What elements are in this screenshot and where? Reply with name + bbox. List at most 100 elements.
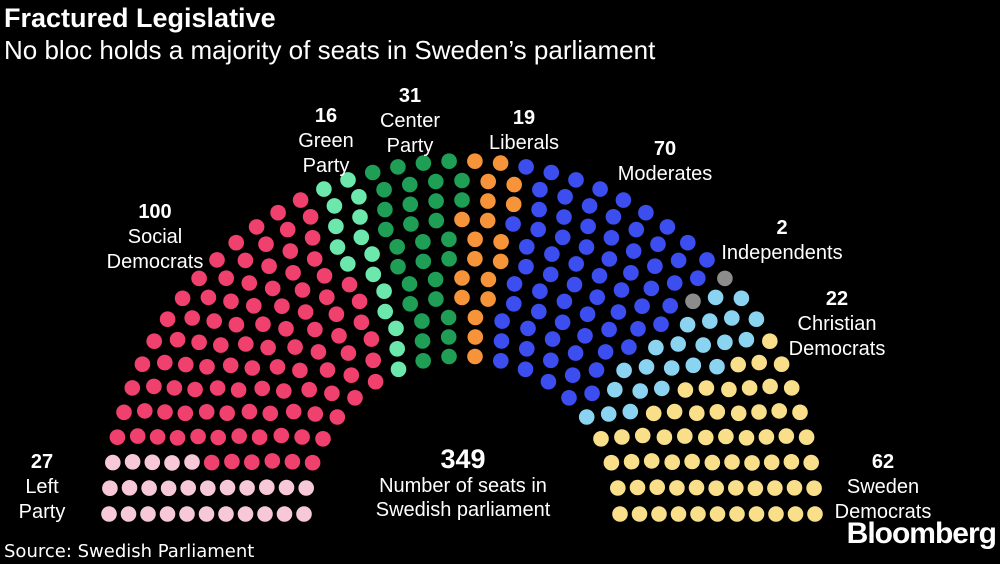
seat-sweden-democrats [603, 454, 620, 471]
seat-liberals [467, 348, 483, 365]
party-label-green-party: 16 Green Party [286, 104, 366, 179]
seat-center-party [402, 296, 419, 312]
seat-sweden-democrats [786, 480, 803, 496]
seat-moderates [542, 266, 559, 283]
party-label-center-party: 31 Center Party [365, 84, 455, 159]
seat-center-party [441, 231, 457, 248]
party-name-line: Party [386, 135, 434, 157]
seat-center-party [415, 155, 432, 171]
seat-social-democrats [241, 403, 258, 420]
seat-left-party [101, 506, 117, 522]
seat-left-party [219, 479, 236, 496]
seat-social-democrats [238, 336, 254, 352]
seat-social-democrats [198, 404, 215, 420]
seat-moderates [690, 270, 706, 287]
seat-social-democrats [279, 221, 296, 238]
seat-moderates [630, 321, 646, 337]
seat-moderates [567, 345, 584, 361]
seat-sweden-democrats [651, 506, 667, 522]
seat-moderates [579, 306, 596, 323]
seat-social-democrats [261, 258, 277, 275]
seat-social-democrats [178, 356, 194, 373]
seat-christian-democrats [702, 313, 718, 329]
seat-green-party [340, 256, 356, 272]
seat-center-party [441, 153, 457, 169]
seat-sweden-democrats [709, 404, 726, 420]
seat-sweden-democrats [758, 429, 775, 445]
seat-center-party [415, 253, 432, 270]
party-seats-sweden-democrats: 62 [871, 451, 895, 473]
seat-green-party [376, 283, 392, 300]
seat-left-party [259, 479, 275, 496]
seat-left-party [179, 506, 195, 522]
seat-green-party [388, 320, 404, 337]
seat-independents [717, 270, 733, 287]
seat-moderates [544, 331, 561, 347]
seat-liberals [480, 291, 496, 307]
seat-christian-democrats [685, 357, 702, 374]
seat-social-democrats [244, 454, 260, 471]
seat-sweden-democrats [649, 479, 665, 496]
seat-sweden-democrats [612, 506, 628, 522]
seat-social-democrats [278, 321, 294, 337]
party-name-line: Left [25, 476, 59, 498]
seat-liberals [467, 231, 483, 248]
seat-social-democrats [304, 230, 321, 246]
seat-social-democrats [213, 337, 229, 353]
seat-moderates [699, 252, 715, 268]
seat-social-democrats [310, 344, 327, 360]
seat-social-democrats [231, 428, 247, 444]
seat-sweden-democrats [623, 453, 640, 470]
seat-sweden-democrats [783, 380, 800, 396]
seat-liberals [467, 250, 483, 267]
seat-sweden-democrats [698, 429, 714, 446]
seat-social-democrats [282, 243, 299, 259]
seat-moderates [580, 218, 596, 235]
seat-social-democrats [363, 331, 380, 347]
seat-social-democrats [191, 334, 207, 351]
seat-sweden-democrats [768, 506, 784, 522]
seat-social-democrats [284, 453, 301, 470]
seat-sweden-democrats [666, 403, 683, 420]
seat-social-democrats [301, 381, 318, 398]
seat-moderates [601, 321, 617, 338]
seat-liberals [493, 234, 509, 250]
party-label-liberals: 19 Liberals [476, 106, 572, 156]
seat-moderates [543, 352, 559, 369]
seat-moderates [666, 275, 683, 291]
source-note: Source: Swedish Parliament [4, 541, 255, 562]
seat-christian-democrats [709, 358, 725, 375]
seat-left-party [159, 506, 176, 522]
seat-moderates [532, 283, 548, 300]
seat-green-party [365, 266, 382, 283]
seat-social-democrats [341, 276, 358, 293]
seat-liberals [492, 253, 509, 270]
seat-sweden-democrats [689, 405, 705, 422]
seat-center-party [403, 216, 419, 232]
seat-social-democrats [306, 251, 323, 267]
seat-center-party [428, 193, 444, 209]
seat-christian-democrats [724, 310, 740, 326]
seat-moderates [518, 258, 534, 275]
seat-moderates [505, 216, 521, 232]
seat-sweden-democrats [645, 405, 662, 422]
seat-social-democrats [294, 429, 310, 445]
party-name-line: Party [302, 155, 350, 177]
seat-christian-democrats [679, 316, 696, 333]
seat-liberals [467, 309, 484, 326]
seat-social-democrats [307, 321, 323, 338]
seat-sweden-democrats [688, 479, 705, 496]
seat-left-party [124, 454, 141, 470]
seat-left-party [105, 454, 121, 471]
seat-moderates [577, 328, 593, 344]
seat-social-democrats [200, 289, 217, 306]
seat-moderates [647, 258, 663, 275]
seat-center-party [427, 271, 444, 288]
seat-sweden-democrats [792, 404, 808, 421]
total-seats-caption: Number of seats in Swedish parliament [375, 475, 551, 521]
seat-social-democrats [191, 270, 207, 287]
seat-sweden-democrats [744, 455, 760, 471]
seat-liberals [467, 153, 483, 169]
seat-moderates [543, 164, 560, 181]
seat-moderates [591, 268, 608, 284]
